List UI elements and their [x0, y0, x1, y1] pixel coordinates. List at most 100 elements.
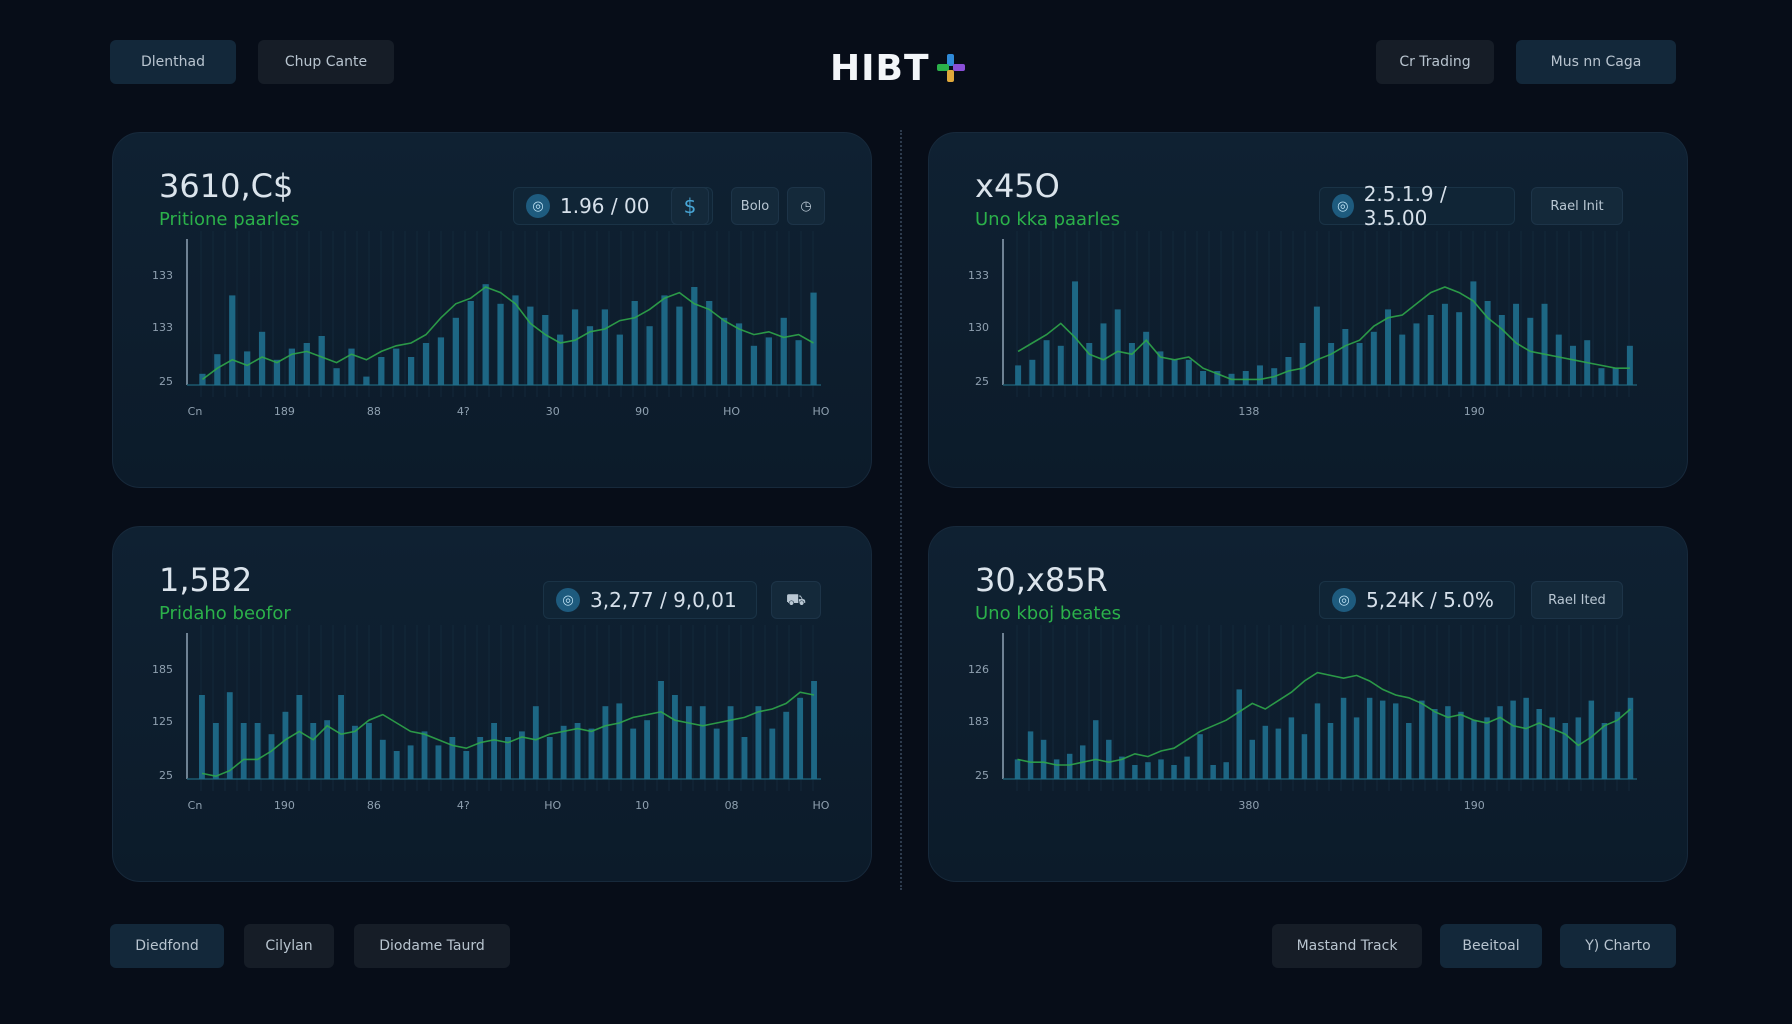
- bar: [1588, 700, 1595, 779]
- bar: [1171, 359, 1178, 385]
- bar: [1184, 756, 1190, 779]
- bar: [1379, 700, 1386, 779]
- clock-icon[interactable]: ◷: [787, 187, 825, 225]
- bar: [1366, 697, 1373, 779]
- bar: [452, 317, 459, 385]
- bar-line-chart-3: 185 125 25 Cn 190 86 4? HO 10 08 HO: [152, 625, 830, 812]
- action-button[interactable]: Rael Init: [1531, 187, 1623, 225]
- bar: [1458, 711, 1464, 779]
- footer-button-mastand-track[interactable]: Mastand Track: [1272, 924, 1422, 968]
- bar: [393, 751, 400, 779]
- action-button[interactable]: Bolo: [731, 187, 779, 225]
- bar: [365, 723, 372, 779]
- x-tick-label: 08: [725, 799, 739, 812]
- bar: [661, 295, 668, 385]
- bar: [393, 348, 400, 385]
- x-tick-label: 4?: [457, 799, 470, 812]
- bar: [212, 723, 219, 779]
- bar: [1197, 734, 1203, 779]
- car-icon[interactable]: ⛟: [771, 581, 821, 619]
- logo-text: HIBT: [830, 47, 930, 89]
- dollar-icon[interactable]: $: [671, 187, 709, 225]
- bar: [1471, 720, 1477, 779]
- stats-pill: ◎ 3,2,77 / 9,0,01: [543, 581, 757, 619]
- panel-value: 3610,C$: [159, 167, 294, 205]
- bar: [1014, 759, 1021, 779]
- action-button[interactable]: Rael Ited: [1531, 581, 1623, 619]
- bar: [601, 309, 609, 385]
- bar-line-chart-4: 126 183 25 380 190: [968, 625, 1637, 812]
- nav-button-chart-center[interactable]: Chup Cante: [258, 40, 394, 84]
- y-tick-label: 25: [159, 375, 173, 388]
- stats-pill: ◎ 5,24K / 5.0%: [1319, 581, 1515, 619]
- bar: [505, 737, 511, 779]
- y-tick-label: 183: [968, 715, 989, 728]
- bar: [214, 354, 221, 385]
- bar: [268, 734, 275, 779]
- bar: [518, 731, 525, 779]
- bar: [1158, 759, 1164, 779]
- bar: [1053, 759, 1060, 779]
- bar: [254, 723, 261, 779]
- bar: [1562, 723, 1569, 779]
- bar: [1072, 281, 1079, 385]
- bar: [783, 711, 790, 779]
- footer-button-cylan[interactable]: Cilylan: [244, 924, 334, 968]
- bar: [1432, 709, 1438, 779]
- x-tick-label: 380: [1238, 799, 1259, 812]
- bar: [318, 336, 325, 385]
- nav-button-dashboard[interactable]: Dlenthad: [110, 40, 236, 84]
- x-tick-label: 90: [635, 405, 649, 418]
- bar: [1200, 371, 1207, 385]
- bar-line-chart-1: 133 133 25 Cn 189 88 4? 30 90 HO HO: [152, 231, 830, 418]
- bar: [240, 723, 247, 779]
- bar: [348, 348, 355, 385]
- stats-value: 1.96 / 00: [560, 194, 650, 218]
- brand-logo: HIBT: [830, 44, 968, 92]
- bar: [1106, 739, 1112, 779]
- nav-button-more[interactable]: Mus nn Caga: [1516, 40, 1676, 84]
- bar: [741, 737, 748, 779]
- panel-subtitle: Uno kka paarles: [975, 209, 1120, 230]
- bar: [1385, 309, 1392, 385]
- x-tick-label: 190: [1464, 799, 1485, 812]
- bar: [1370, 331, 1377, 385]
- nav-button-trading[interactable]: Cr Trading: [1376, 40, 1494, 84]
- bar: [1536, 709, 1542, 779]
- bar: [1086, 343, 1093, 385]
- bar: [672, 695, 678, 779]
- bar: [795, 340, 802, 385]
- x-tick-label: 190: [274, 799, 295, 812]
- bar: [273, 359, 281, 385]
- bar: [630, 728, 637, 779]
- bar: [497, 303, 504, 385]
- bar: [765, 337, 772, 385]
- chart-panel-1: 133 133 25 Cn 189 88 4? 30 90 HO HO 3610,C$ Pritio…: [112, 132, 872, 488]
- footer-button-beeitoal[interactable]: Beeitoal: [1440, 924, 1542, 968]
- footer-button-diodame-taurd[interactable]: Diodame Taurd: [354, 924, 510, 968]
- bar: [1100, 323, 1107, 385]
- bar: [1145, 762, 1151, 779]
- bar: [1419, 700, 1425, 779]
- center-divider: [900, 130, 902, 890]
- panel-subtitle: Pridaho beofor: [159, 603, 291, 624]
- bar: [1484, 301, 1491, 385]
- chart-panel-4: 126 183 25 380 190 30,x85R Uno kboj beates ◎…: [928, 526, 1688, 882]
- bar: [352, 725, 358, 779]
- bar: [616, 703, 623, 779]
- bar: [482, 284, 489, 385]
- bar: [1626, 345, 1633, 385]
- bar: [676, 306, 683, 385]
- bar: [691, 287, 698, 385]
- bar: [542, 315, 549, 385]
- bar: [810, 292, 817, 385]
- bar: [1497, 706, 1503, 779]
- bar: [1612, 368, 1619, 385]
- coin-icon: ◎: [1332, 194, 1354, 218]
- footer-button-charto[interactable]: Y) Charto: [1560, 924, 1676, 968]
- bar: [727, 706, 734, 779]
- bar: [1353, 717, 1360, 779]
- bar: [1445, 706, 1451, 779]
- y-tick-label: 133: [152, 269, 173, 282]
- footer-button-dashboard[interactable]: Diedfond: [110, 924, 224, 968]
